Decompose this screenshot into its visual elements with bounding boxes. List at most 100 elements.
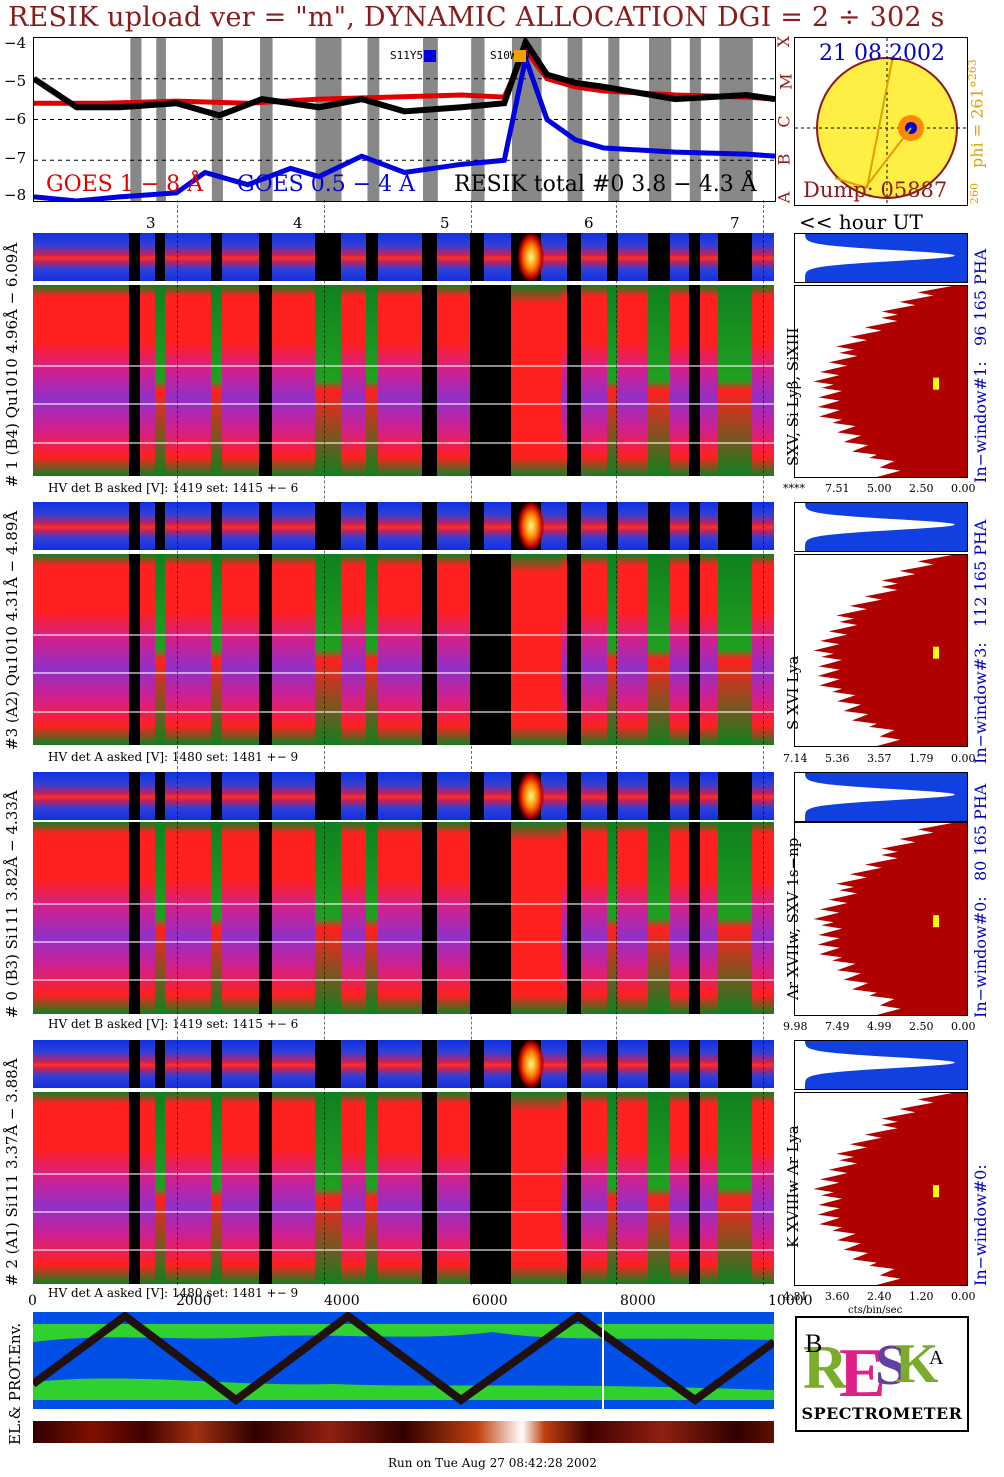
channel-2-lines: K XVIIIw Ar Lya	[784, 1125, 802, 1248]
strip-gap	[366, 772, 379, 820]
spec-gap	[366, 822, 379, 1014]
pha-window-marker	[933, 377, 939, 390]
channel-3-label: #3 (A2) Qu1010 4.31Å − 4.89Å	[3, 510, 21, 750]
strip-gap	[422, 1040, 437, 1088]
hour-tick: 3	[146, 214, 156, 232]
page-title: RESIK upload ver = "m", DYNAMIC ALLOCATI…	[8, 2, 945, 33]
strip-gap	[688, 502, 700, 550]
goes-point	[317, 105, 321, 109]
strip-gap	[314, 1040, 341, 1088]
flare-gap	[470, 554, 511, 745]
spec-gap	[210, 1092, 222, 1284]
spec-gap	[155, 554, 165, 745]
pha-tick-label: ****	[783, 482, 805, 495]
goes-point	[673, 150, 677, 154]
channel-2-strip	[33, 1040, 774, 1088]
spec-line	[33, 1172, 774, 1175]
env-xtick: 0	[28, 1293, 37, 1309]
pha-shape	[805, 503, 967, 551]
pha-tick-label: 2.50	[909, 482, 934, 495]
logo-caption: SPECTROMETER	[801, 1404, 963, 1423]
spec-gap	[366, 285, 379, 476]
channel-2-label: # 2 (A1) Si111 3.37Å − 3.88Å	[3, 1058, 21, 1286]
strip-gap	[366, 233, 379, 281]
goes-class-label: B	[774, 153, 794, 166]
spec-gap	[422, 285, 437, 476]
hour-tick: 4	[293, 214, 303, 232]
goes-point	[460, 162, 463, 166]
spec-line	[33, 672, 774, 675]
spec-gap	[648, 285, 671, 476]
strip-gap	[155, 1040, 165, 1088]
spec-line	[33, 1211, 774, 1214]
pha-histogram	[813, 1093, 967, 1285]
pha-tick-label: 7.14	[783, 752, 808, 765]
spec-line	[33, 365, 774, 368]
sun-disk-plot	[795, 38, 967, 205]
goes-point	[388, 95, 392, 99]
pha-tick-label: 3.57	[867, 752, 892, 765]
spec-gap	[422, 822, 437, 1014]
channel-0-label: # 0 (B3) Si111 3.82Å − 4.33Å	[3, 790, 21, 1018]
spec-gap	[210, 822, 222, 1014]
goes-point	[118, 195, 121, 199]
pha-unit: cts/bin/sec	[848, 1305, 903, 1316]
spec-gap	[314, 554, 341, 745]
channel-2-hv: HV det A asked [V]: 1480 set: 1481 +− 9	[48, 1286, 299, 1300]
env-xtick: 6000	[472, 1293, 508, 1309]
spec-gap	[648, 822, 671, 1014]
phi-label: phi = 261°263	[966, 59, 987, 168]
goes-point	[34, 195, 36, 199]
channel-3-pha	[794, 554, 968, 747]
goes-point	[673, 93, 677, 97]
flare-band	[510, 1092, 561, 1284]
channel-1-pha-top	[794, 233, 968, 283]
channel-1-lines: SXV, Si Lyβ, SiXIII	[784, 327, 802, 466]
strip-gap	[422, 233, 437, 281]
pha-shape	[813, 823, 967, 1015]
pha-tick-label: 5.36	[825, 752, 850, 765]
spec-line	[33, 1249, 774, 1252]
goes-point	[360, 154, 364, 158]
goes-lightcurve-plot	[34, 38, 775, 201]
env-plot	[33, 1312, 774, 1409]
spec-gap	[566, 285, 582, 476]
goes-point	[773, 154, 775, 158]
pha-tick-label: 1.79	[909, 752, 934, 765]
channel-3-strip	[33, 502, 774, 550]
strip-gap	[366, 502, 379, 550]
spec-gap	[155, 285, 165, 476]
spec-gap	[648, 1092, 671, 1284]
spec-gap	[259, 554, 272, 745]
spec-line	[33, 902, 774, 905]
pha-shape	[813, 555, 967, 746]
goes-class-label: X	[774, 35, 794, 48]
strip-gap	[129, 772, 141, 820]
pha-tick-label: 0.00	[951, 752, 976, 765]
strip-gap	[314, 502, 341, 550]
pha-top-histogram	[805, 1041, 967, 1089]
goes-series-2	[34, 38, 775, 119]
flare-peak	[518, 772, 545, 820]
strip-gap	[470, 502, 484, 550]
goes-point	[403, 170, 406, 174]
night-gap	[156, 38, 166, 201]
spec-line	[33, 979, 774, 982]
strip-gap	[718, 772, 752, 820]
goes-point	[260, 97, 264, 101]
channel-1-spectrogram	[33, 285, 774, 476]
goes-point	[317, 175, 321, 179]
channel-2-window: In−window#0:	[971, 1164, 990, 1286]
goes-point	[34, 77, 36, 81]
channel-3-window: In−window#3: 112 165 PHA	[971, 519, 990, 765]
pha-tick-label: 9.98	[783, 1020, 808, 1033]
night-gap	[689, 38, 701, 201]
spec-gap	[688, 1092, 700, 1284]
goes-point	[545, 118, 549, 121]
pha-shape	[805, 773, 967, 821]
env-orbit-track	[33, 1312, 774, 1406]
channel-0-pha	[794, 822, 968, 1016]
strip-gap	[718, 502, 752, 550]
spec-gap	[155, 1092, 165, 1284]
goes-point	[360, 97, 364, 101]
